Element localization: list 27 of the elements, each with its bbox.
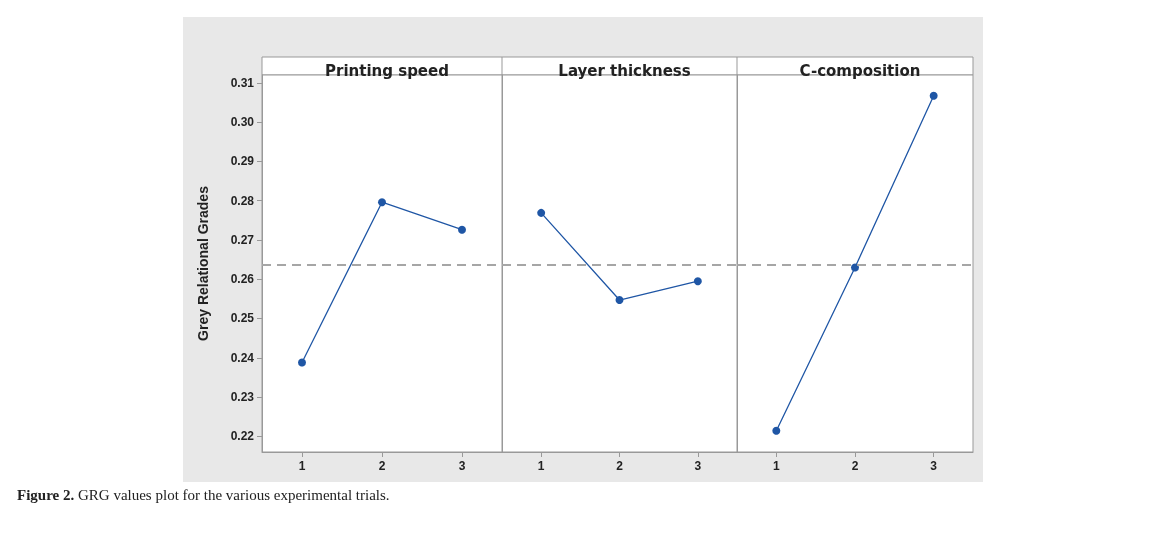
y-tick-label: 0.26 (230, 272, 255, 287)
x-tick-label: 2 (851, 459, 859, 473)
x-tick-label: 2 (616, 459, 624, 473)
chart-title: Printing speed (325, 61, 449, 80)
x-tick-label: 3 (930, 459, 938, 473)
y-tick-label: 0.30 (230, 115, 255, 130)
x-tick-label: 1 (537, 459, 545, 473)
y-tick-label: 0.25 (230, 311, 255, 326)
x-tick-label: 1 (772, 459, 780, 473)
y-tick-label: 0.31 (230, 75, 255, 90)
y-tick-label: 0.23 (230, 390, 255, 405)
chart-title: Layer thickness (558, 61, 691, 80)
point (458, 225, 466, 234)
y-axis-title: Grey Relational Grades (195, 185, 211, 341)
y-tick-label: 0.28 (230, 193, 255, 208)
y-tick-label: 0.22 (230, 429, 255, 444)
x-tick-label: 1 (298, 459, 306, 473)
x-tick-label: 3 (458, 459, 466, 473)
x-tick-label: 3 (694, 459, 702, 473)
point (378, 198, 386, 207)
chart-title: C-composition (799, 61, 921, 80)
x-tick-label: 2 (378, 459, 386, 473)
y-tick-label: 0.24 (230, 350, 255, 365)
y-tick-label: 0.27 (230, 232, 255, 247)
caption: Figure 2. GRG values plot for the various experimental trials. (17, 487, 390, 504)
point (298, 358, 306, 367)
y-tick-label: 0.29 (230, 154, 255, 169)
